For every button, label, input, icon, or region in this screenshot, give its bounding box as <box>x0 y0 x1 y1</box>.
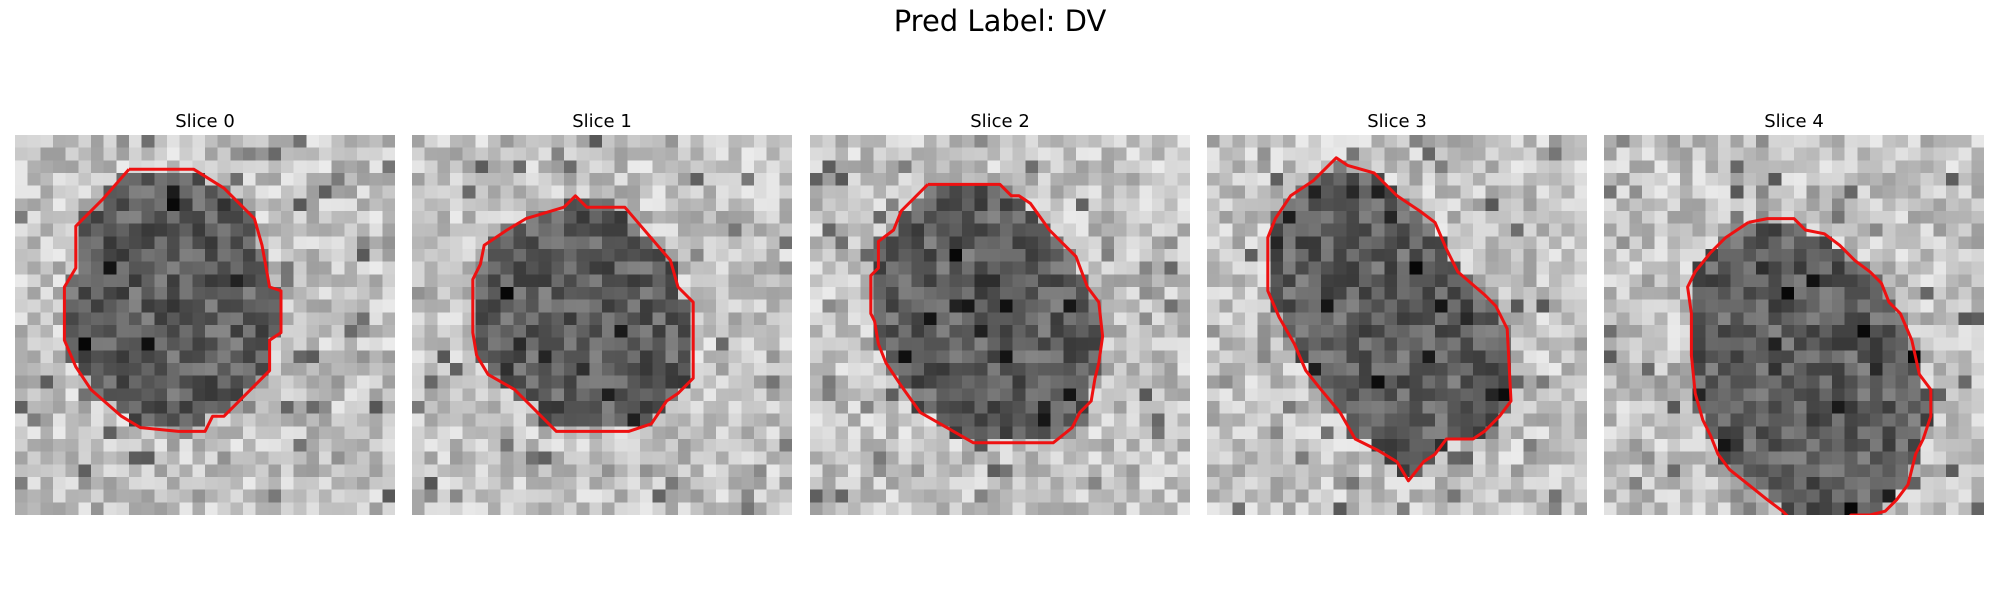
slice-image <box>810 135 1190 515</box>
contour-overlay <box>1686 217 1933 515</box>
panel-slice-0: Slice 0 <box>15 110 395 515</box>
panel-slice-2: Slice 2 <box>810 110 1190 515</box>
grayscale-image <box>412 135 792 515</box>
panel-slice-1: Slice 1 <box>412 110 792 515</box>
slice-image <box>1207 135 1587 515</box>
contour-line <box>62 167 283 433</box>
slice-image <box>412 135 792 515</box>
grayscale-image <box>1207 135 1587 515</box>
figure-title: Pred Label: DV <box>893 4 1107 38</box>
panel-title: Slice 1 <box>572 111 632 132</box>
panel-title: Slice 4 <box>1764 111 1824 132</box>
contour-overlay <box>62 167 283 433</box>
panel-slice-3: Slice 3 <box>1207 110 1587 515</box>
panel-title: Slice 3 <box>1367 111 1427 132</box>
grayscale-image <box>15 135 395 515</box>
contour-overlay <box>869 182 1105 445</box>
slice-image <box>15 135 395 515</box>
panel-slice-4: Slice 4 <box>1604 110 1984 515</box>
grayscale-image <box>810 135 1190 515</box>
panel-title: Slice 2 <box>970 111 1030 132</box>
contour-line <box>869 182 1105 445</box>
slice-image <box>1604 135 1984 515</box>
contour-line <box>1266 156 1513 483</box>
contour-line <box>471 194 695 433</box>
contour-overlay <box>471 194 695 433</box>
panel-title: Slice 0 <box>175 111 235 132</box>
contour-overlay <box>1266 156 1513 483</box>
grayscale-image <box>1604 135 1984 515</box>
contour-line <box>1686 217 1933 515</box>
